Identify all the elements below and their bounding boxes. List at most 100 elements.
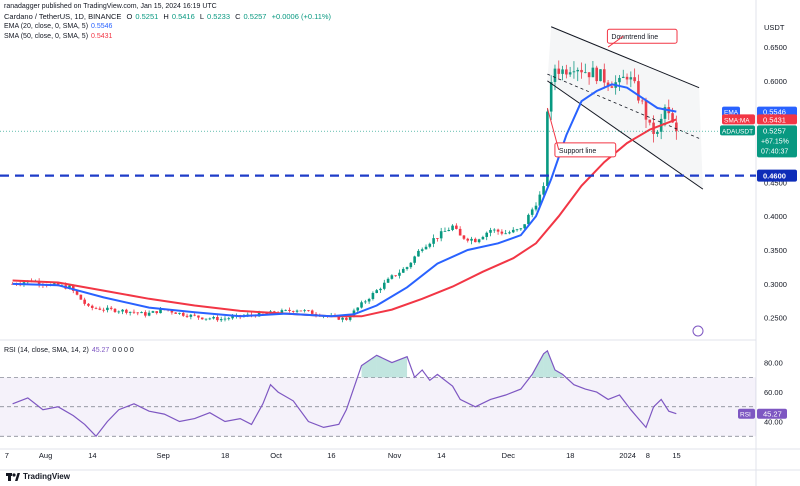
replay-icon — [692, 325, 704, 337]
downtrend-annotation-box — [606, 28, 678, 44]
rsi-legend[interactable]: RSI (14, close, SMA, 14, 2) 45.27 0 0 0 0 — [4, 346, 137, 355]
sma-name-tag — [722, 114, 755, 125]
candle-body — [606, 82, 610, 87]
candle-body — [519, 228, 523, 230]
candle-body — [587, 72, 591, 78]
rsi-overbought-fill — [361, 355, 377, 378]
candle-body — [106, 307, 109, 311]
symbol-name[interactable]: Cardano / TetherUS, 1D, BINANCE — [4, 12, 122, 21]
candle-body — [159, 309, 162, 314]
candle-body — [87, 303, 90, 306]
candle-body — [181, 312, 185, 316]
candle-body — [295, 310, 299, 312]
last-price-tag — [757, 125, 797, 158]
candle-body — [455, 225, 458, 229]
rsi-overbought-fill — [547, 350, 555, 378]
candle-body — [553, 68, 557, 82]
support-annotation-box — [554, 142, 617, 158]
symbol-tag — [720, 125, 755, 136]
candle-body — [527, 214, 530, 225]
candle-body — [629, 77, 633, 80]
candle-body — [492, 229, 496, 231]
candle-body — [223, 318, 227, 320]
rsi-legend-extra: 0 0 0 0 — [112, 347, 134, 354]
sma-value-tag-text: 0.5431 — [763, 115, 786, 124]
time-tick-label: 15 — [672, 451, 680, 460]
candle-body — [572, 71, 576, 73]
ema-legend-label: EMA (20, close, 0, SMA, 5) — [4, 23, 89, 30]
candle-body — [299, 310, 303, 312]
candle-body — [227, 318, 231, 320]
candle-body — [288, 309, 291, 311]
time-tick-label: 7 — [5, 451, 9, 460]
quote-currency-label: USDT — [764, 23, 785, 32]
candle-body — [447, 229, 451, 232]
candle-body — [424, 246, 428, 250]
candle-body — [405, 267, 409, 269]
candle-body — [147, 312, 151, 316]
price-tick-label: 0.2500 — [764, 314, 787, 323]
candle-body — [360, 302, 363, 308]
rsi-name-tag-text: RSI — [740, 412, 751, 419]
candle-body — [185, 315, 189, 317]
ema-legend-value: 0.5546 — [91, 23, 113, 30]
time-tick-label: Sep — [157, 451, 170, 460]
candle-body — [128, 311, 132, 313]
candle-body — [200, 317, 204, 320]
candle-body — [109, 307, 113, 309]
candle-body — [216, 317, 219, 321]
rsi-overbought-fill — [554, 369, 563, 378]
tradingview-logo-text: TradingView — [23, 472, 70, 481]
candle-body — [53, 283, 56, 285]
candle-body — [212, 317, 215, 319]
rsi-legend-value: 45.27 — [91, 347, 110, 354]
candle-body — [420, 249, 424, 251]
candle-body — [656, 131, 659, 134]
candle-body — [568, 72, 572, 75]
sma-legend[interactable]: SMA (50, close, 0, SMA, 5) 0.5431 — [4, 32, 115, 41]
price-tick-label: 0.4000 — [764, 212, 787, 221]
downtrend-annotation-label: Downtrend line — [611, 34, 658, 41]
candle-body — [633, 77, 636, 82]
candle-body — [75, 290, 79, 295]
candle-body — [345, 317, 348, 320]
rsi-tick-label: 60.00 — [764, 388, 783, 397]
candle-body — [382, 282, 386, 289]
candle-body — [481, 236, 485, 240]
candle-body — [151, 311, 155, 313]
candle-body — [618, 77, 621, 83]
candle-body — [602, 69, 606, 83]
candle-body — [170, 310, 174, 313]
price-tick-label: 0.3000 — [764, 280, 787, 289]
symbol-tag-text: ADAUSDT — [722, 128, 753, 135]
ema-name-tag — [722, 106, 740, 117]
support-level-tag — [757, 169, 797, 182]
ema-legend[interactable]: EMA (20, close, 0, SMA, 5) 0.5546 — [4, 22, 115, 31]
candle-body — [280, 310, 284, 314]
candle-body — [371, 292, 375, 299]
candle-body — [310, 310, 314, 314]
candle-body — [174, 312, 177, 314]
candle-body — [439, 231, 443, 239]
time-tick-label: 2024 — [619, 451, 636, 460]
rsi-overbought-fill — [543, 350, 548, 378]
candle-body — [474, 238, 477, 243]
ohlc-close: 0.5257 — [243, 12, 267, 21]
candle-body — [178, 312, 181, 314]
candle-body — [98, 308, 102, 310]
candle-body — [458, 228, 462, 236]
candle-body — [189, 314, 193, 317]
candle-body — [265, 313, 269, 315]
bar-countdown: 07:40:37 — [761, 148, 788, 155]
rsi-overbought-fill — [391, 356, 408, 378]
ema-value-tag — [757, 106, 797, 117]
candle-body — [348, 316, 352, 320]
candle-body — [580, 69, 583, 73]
candle-body — [485, 232, 489, 237]
candle-body — [83, 299, 86, 304]
symbol-info-line: Cardano / TetherUS, 1D, BINANCE O 0.5251 … — [4, 12, 334, 21]
candle-body — [197, 315, 200, 318]
ohlc-open: 0.5251 — [135, 12, 159, 21]
tradingview-logo[interactable]: TradingView — [6, 472, 70, 481]
